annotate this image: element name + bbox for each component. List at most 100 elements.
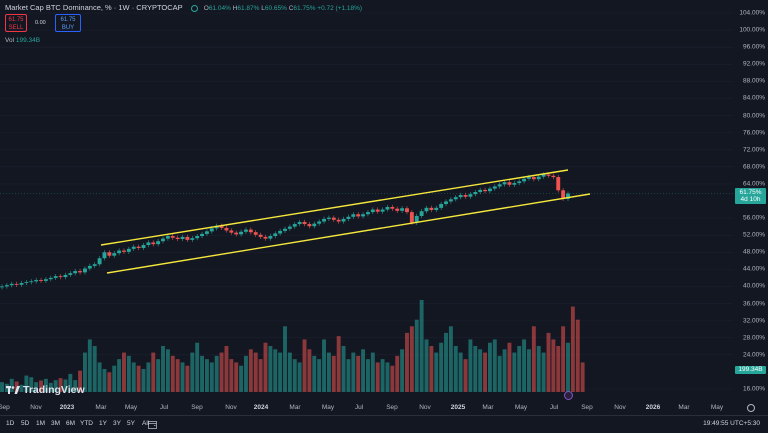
settings-gear-icon[interactable] (747, 404, 755, 412)
price-tick-label: 36.00% (742, 300, 765, 308)
candle-body (87, 265, 92, 269)
volume-bar (483, 352, 488, 392)
candle-body (307, 224, 312, 227)
candle-body (502, 182, 507, 185)
volume-bar (234, 362, 239, 392)
volume-bar (546, 332, 551, 392)
candle-body (370, 209, 375, 213)
candle-body (317, 221, 322, 224)
candle-body (365, 212, 370, 215)
range-button-5y[interactable]: 5Y (127, 420, 135, 427)
range-button-6m[interactable]: 6M (66, 420, 76, 427)
volume-bar (141, 369, 146, 392)
volume-bar (566, 342, 570, 392)
candle-body (487, 188, 492, 192)
price-scale[interactable]: 104.00% 100.00% 96.00% 92.00% 88.00% 84.00% 80… (733, 0, 768, 403)
volume-bar (34, 382, 39, 392)
time-label: Sep (386, 404, 398, 411)
price-tick-label: 104.00% (739, 9, 765, 17)
price-tick-label: 64.00% (742, 180, 765, 188)
candle-body (112, 253, 117, 256)
time-label: Sep (581, 404, 593, 411)
volume-bar (575, 319, 580, 392)
candle-body (239, 231, 244, 235)
volume-bar (87, 339, 92, 392)
candle-body (63, 274, 68, 278)
candle-body (170, 236, 175, 238)
go-to-date-icon[interactable] (148, 420, 157, 429)
range-button-all[interactable]: All (142, 420, 150, 427)
sell-button[interactable]: 61.75 SELL (5, 14, 27, 32)
volume-bar (170, 355, 175, 392)
candle-body (248, 229, 253, 233)
candle-body (19, 283, 24, 285)
volume-bar (512, 352, 517, 392)
current-price-label: 61.75% (739, 189, 762, 196)
volume-bar (468, 339, 473, 392)
volume-bar (97, 362, 102, 392)
price-tick-label: 56.00% (742, 214, 765, 222)
time-label: Mar (678, 404, 690, 411)
volume-bar (317, 359, 322, 392)
volume-bar (439, 342, 444, 392)
volume-bar (19, 384, 24, 392)
volume-bar (419, 300, 424, 392)
volume-bar (156, 359, 161, 392)
price-chart[interactable] (0, 0, 733, 403)
volume-bar (175, 359, 180, 392)
volume-bar (73, 380, 78, 392)
clock[interactable]: 19:49:55 UTC+5:30 (703, 420, 760, 427)
range-button-1d[interactable]: 1D (6, 420, 15, 427)
flash-icon[interactable] (564, 391, 573, 400)
volume-bar (497, 355, 502, 392)
symbol-legend: Market Cap BTC Dominance, % · 1W · CRYPT… (5, 3, 362, 12)
range-button-5d[interactable]: 5D (21, 420, 30, 427)
volume-bar (570, 306, 575, 392)
candle-body (229, 230, 234, 233)
candle-body (361, 214, 366, 217)
candle-body (161, 238, 165, 242)
market-status-icon (190, 4, 198, 12)
range-button-3m[interactable]: 3M (51, 420, 61, 427)
candle-body (82, 268, 87, 273)
volume-bar (82, 352, 87, 392)
volume-bar (341, 346, 346, 392)
candle-body (390, 206, 395, 209)
price-tick-label: 96.00% (742, 43, 765, 51)
volume-bar (24, 375, 29, 392)
time-label: 2025 (450, 404, 466, 411)
volume-bar (385, 362, 390, 392)
price-change: +0.72 (+1.18%) (317, 5, 363, 12)
candle-body (195, 236, 200, 239)
price-tick-label: 16.00% (742, 385, 765, 393)
time-label: Nov (419, 404, 431, 411)
price-tick-label: 52.00% (742, 231, 765, 239)
range-button-ytd[interactable]: YTD (80, 420, 93, 427)
candle-body (68, 273, 73, 275)
time-label: Jul (354, 404, 364, 411)
volume-bar (507, 342, 512, 392)
candle-body (180, 236, 185, 240)
time-axis[interactable]: Sep Nov 2023 Mar May Jul Sep Nov 2024 Mar May Jul Se… (0, 403, 733, 415)
time-label: 2023 (59, 404, 75, 411)
volume-bar (151, 352, 156, 392)
symbol-title[interactable]: Market Cap BTC Dominance, % · 1W · CRYPT… (5, 3, 183, 12)
volume-bar (146, 362, 151, 392)
range-button-1m[interactable]: 1M (36, 420, 46, 427)
candle-body (273, 233, 278, 237)
volume-bar (102, 369, 107, 392)
candle-body (331, 217, 336, 220)
range-button-3y[interactable]: 3Y (113, 420, 121, 427)
time-label: May (321, 404, 335, 411)
volume-bar (297, 362, 302, 392)
range-button-1y[interactable]: 1Y (99, 420, 107, 427)
time-label: May (710, 404, 724, 411)
buy-button[interactable]: 61.75 BUY (55, 14, 81, 32)
volume-bar (78, 370, 83, 392)
time-label: 2026 (645, 404, 661, 411)
volume-bar (219, 352, 224, 392)
price-tick-label: 76.00% (742, 129, 765, 137)
volume-bar (43, 378, 48, 392)
bar-countdown: 4d 10h (740, 196, 761, 203)
candle-body (424, 207, 429, 212)
